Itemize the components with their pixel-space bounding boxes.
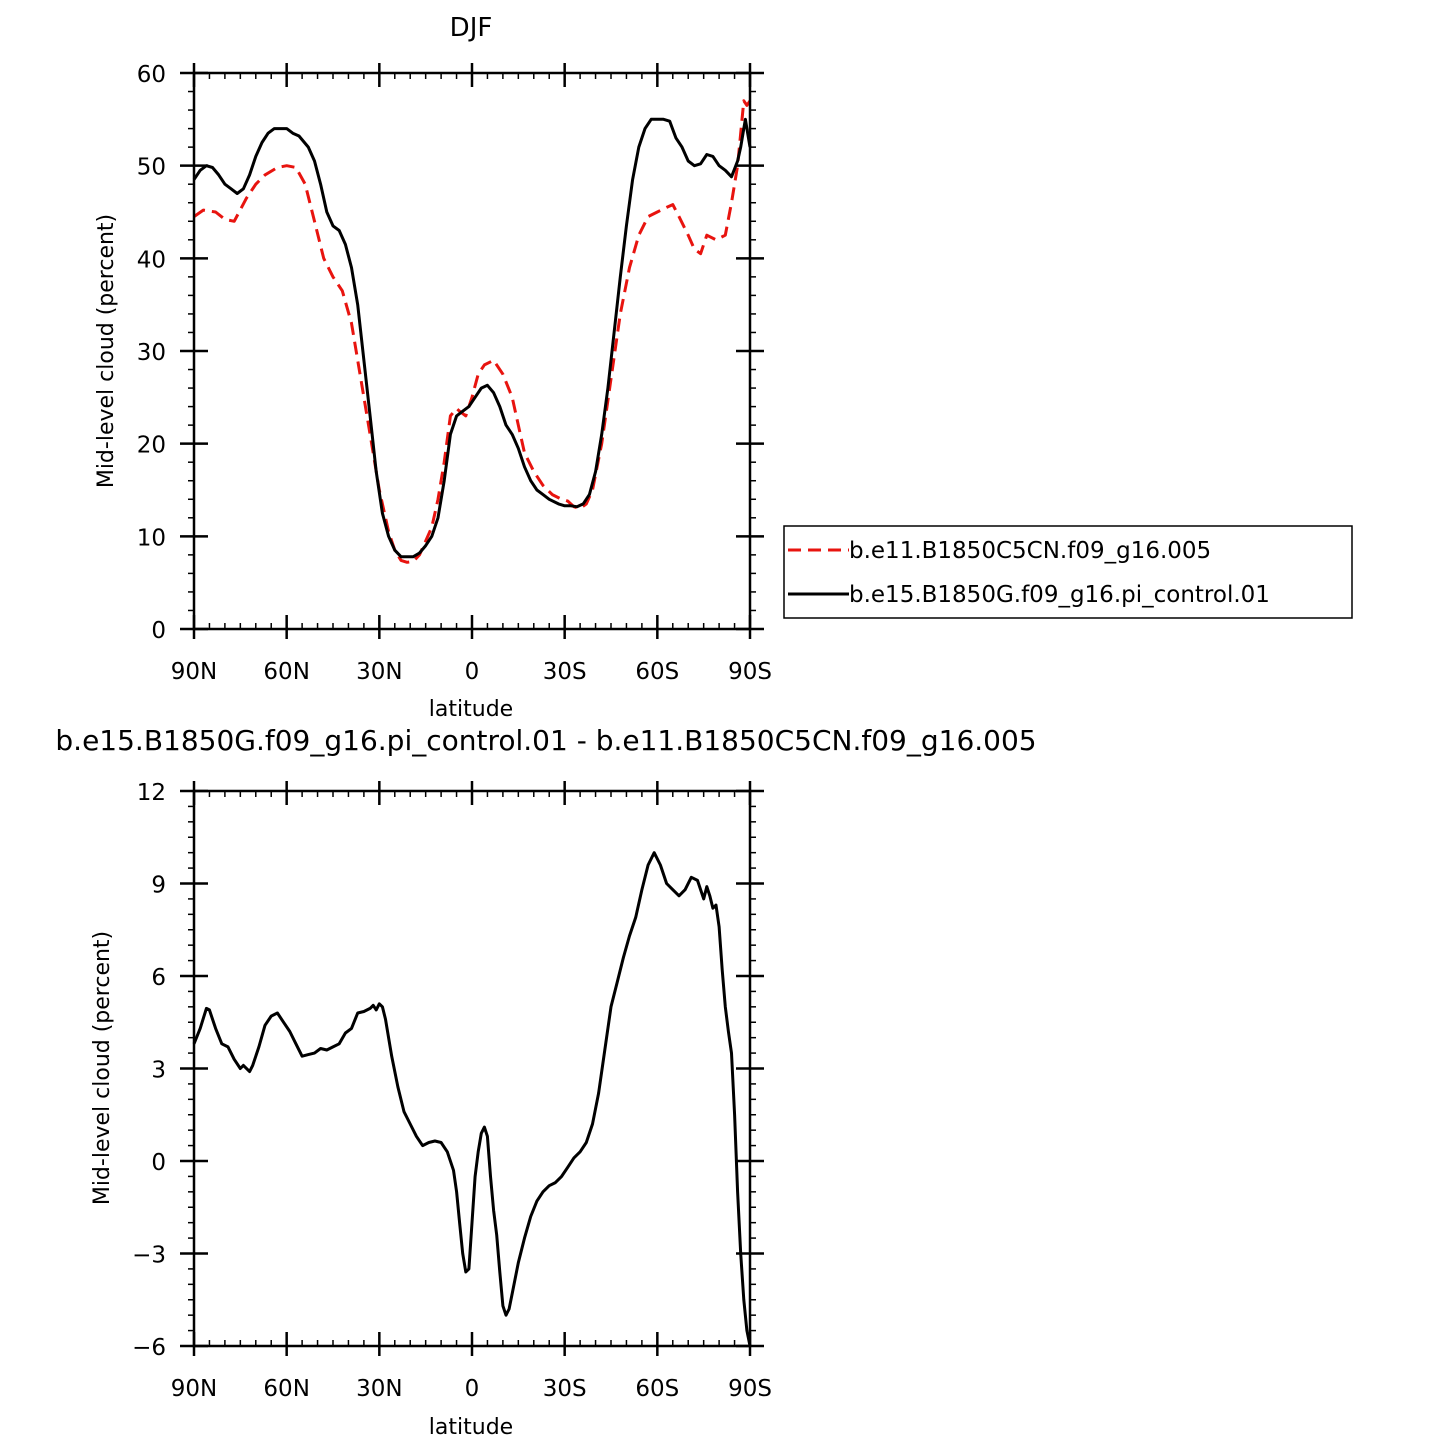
x-tick-label: 60N (263, 659, 309, 685)
x-tick-label: 60S (635, 1376, 679, 1402)
x-tick-label: 60N (263, 1376, 309, 1402)
y-tick-label: 60 (137, 62, 166, 88)
x-tick-label: 0 (465, 659, 480, 685)
x-tick-label: 90S (728, 659, 772, 685)
top-y-axis-label: Mid-level cloud (percent) (94, 214, 119, 488)
top-y-tick-labels: 0 10 20 30 40 50 60 (137, 62, 166, 644)
y-tick-label: 20 (137, 433, 166, 459)
x-tick-label: 90N (171, 659, 217, 685)
top-plot-frame (192, 71, 752, 631)
series-line-0 (193, 99, 752, 564)
x-tick-label: 0 (465, 1376, 480, 1402)
y-tick-label: 50 (137, 155, 166, 181)
top-major-ticks (180, 63, 764, 639)
x-tick-label: 30S (543, 1376, 587, 1402)
series-line-1 (192, 117, 752, 559)
bottom-y-axis-label: Mid-level cloud (percent) (90, 931, 115, 1205)
x-tick-label: 90S (728, 1376, 772, 1402)
series-line-0 (192, 851, 752, 1347)
bottom-x-tick-labels: 90N 60N 30N 0 30S 60S 90S (171, 1376, 772, 1402)
bottom-y-tick-labels: −6 −3 0 3 6 9 12 (132, 780, 166, 1361)
x-tick-label: 60S (635, 659, 679, 685)
legend: b.e11.B1850C5CN.f09_g16.005 b.e15.B1850G… (783, 525, 1353, 619)
y-tick-label: 9 (151, 873, 166, 899)
legend-label-1: b.e15.B1850G.f09_g16.pi_control.01 (849, 582, 1270, 608)
top-minor-ticks (188, 73, 756, 629)
legend-box (783, 525, 1353, 619)
x-tick-label: 90N (171, 1376, 217, 1402)
y-tick-label: 3 (151, 1058, 166, 1084)
bottom-chart-panel: b.e15.B1850G.f09_g16.pi_control.01 - b.e… (55, 724, 1036, 1440)
y-tick-label: 40 (137, 247, 166, 273)
top-series-lines (192, 99, 752, 564)
y-tick-label: 30 (137, 340, 166, 366)
bottom-major-ticks (180, 781, 764, 1356)
bottom-x-axis-label: latitude (429, 1415, 513, 1440)
bottom-minor-ticks (188, 791, 756, 1346)
y-tick-label: 0 (151, 618, 166, 644)
legend-label-0: b.e11.B1850C5CN.f09_g16.005 (849, 538, 1211, 564)
x-tick-label: 30N (356, 659, 402, 685)
bottom-plot-frame (192, 789, 752, 1348)
top-chart-panel: DJF 0 10 20 30 40 50 60 90N 60N 30N 0 30S 60S 90S la… (94, 13, 772, 722)
x-tick-label: 30S (543, 659, 587, 685)
y-tick-label: 6 (151, 965, 166, 991)
y-tick-label: 12 (137, 780, 166, 806)
top-x-tick-labels: 90N 60N 30N 0 30S 60S 90S (171, 659, 772, 685)
top-chart-title: DJF (450, 13, 493, 43)
bottom-chart-title: b.e15.B1850G.f09_g16.pi_control.01 - b.e… (55, 724, 1036, 757)
top-x-axis-label: latitude (429, 697, 513, 722)
x-tick-label: 30N (356, 1376, 402, 1402)
bottom-series-lines (192, 851, 752, 1347)
y-tick-label: 10 (137, 525, 166, 551)
y-tick-label: −3 (132, 1243, 166, 1269)
y-tick-label: 0 (151, 1150, 166, 1176)
y-tick-label: −6 (132, 1335, 166, 1361)
